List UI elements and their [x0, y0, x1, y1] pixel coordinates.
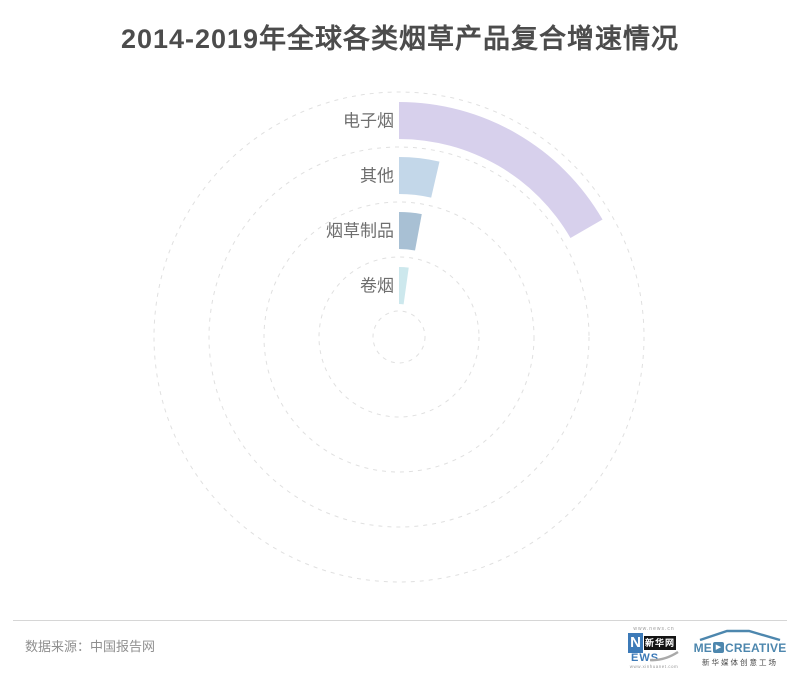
- grid-circle: [263, 201, 535, 473]
- radial-bar-sector: [399, 267, 409, 305]
- category-label: 烟草制品: [326, 222, 394, 241]
- grid-circle: [153, 91, 645, 583]
- radial-bar-sector: [399, 212, 422, 251]
- radial-bar-sector: [399, 157, 440, 198]
- medcreative-me: ME: [693, 640, 713, 655]
- category-label: 其他: [360, 167, 394, 186]
- footer-logos: www.news.cn N 新华网 EWS www.xinhuanet.com …: [626, 626, 787, 669]
- category-label: 电子烟: [343, 112, 394, 131]
- xinhua-logo: www.news.cn N 新华网 EWS www.xinhuanet.com: [626, 626, 682, 669]
- footer-divider: [13, 620, 787, 621]
- medcreative-subtitle: 新华媒体创意工场: [702, 657, 778, 667]
- xinhua-logo-mark: N 新华网 EWS: [628, 633, 680, 664]
- radial-bar-sector: [399, 102, 603, 238]
- play-icon: ▶: [713, 642, 725, 653]
- medcreative-logo: ME ▶ CREATIVE 新华媒体创意工场: [694, 628, 787, 668]
- xinhua-name-badge: 新华网: [644, 636, 676, 650]
- xinhua-n-letter: N: [628, 633, 643, 653]
- grid-circle: [372, 310, 426, 364]
- medcreative-wordmark: ME ▶ CREATIVE: [694, 642, 787, 654]
- grid-circle: [318, 256, 480, 418]
- category-label: 卷烟: [360, 277, 394, 296]
- chart-title: 2014-2019年全球各类烟草产品复合增速情况: [120, 24, 680, 54]
- swoosh-icon: [650, 650, 679, 662]
- xinhua-bottom-url: www.xinhuanet.com: [629, 664, 679, 669]
- medcreative-creative: CREATIVE: [725, 640, 787, 655]
- data-source-text: 数据来源：中国报告网: [25, 639, 156, 654]
- xinhua-top-url: www.news.cn: [633, 626, 675, 632]
- roof-icon: [699, 629, 781, 641]
- grid-circle: [208, 146, 590, 528]
